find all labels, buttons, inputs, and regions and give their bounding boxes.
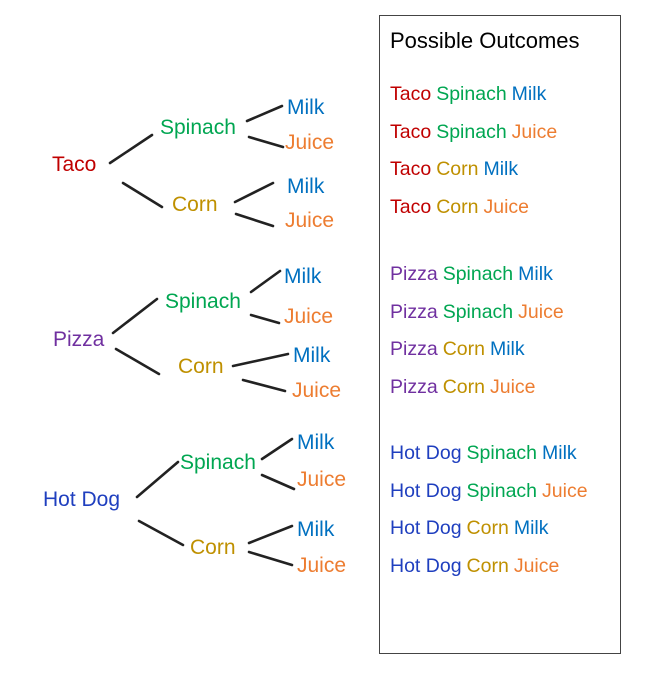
outcome-drink: Juice bbox=[511, 120, 558, 143]
tree-node-pizza-spinach-juice: Juice bbox=[284, 305, 334, 328]
tree-node-hotdog-spinach: Spinach bbox=[180, 451, 256, 474]
outcomes-title: Possible Outcomes bbox=[390, 28, 580, 53]
branch-line-pizza-veg-0 bbox=[249, 269, 282, 294]
outcome-veg: Spinach bbox=[442, 263, 514, 285]
outcome-main: Hot Dog bbox=[390, 479, 462, 502]
branch-line-pizza-0 bbox=[111, 297, 159, 335]
tree-node-hotdog-spinach-milk: Milk bbox=[297, 431, 335, 454]
outcome-veg: Spinach bbox=[436, 120, 507, 143]
outcome-main: Taco bbox=[390, 195, 432, 218]
outcome-drink: Milk bbox=[542, 442, 577, 464]
tree-node-taco-spinach: Spinach bbox=[160, 116, 236, 139]
outcome-drink: Milk bbox=[483, 158, 519, 181]
outcome-veg: Spinach bbox=[436, 83, 507, 105]
branch-line-hotdog-0 bbox=[135, 460, 180, 499]
outcome-drink: Juice bbox=[483, 195, 530, 218]
outcome-main: Hot Dog bbox=[390, 442, 462, 464]
tree-node-taco-corn: Corn bbox=[172, 193, 218, 216]
branch-line-taco-veg-1 bbox=[247, 135, 285, 149]
outcome-main: Pizza bbox=[390, 338, 438, 361]
tree-node-taco-spinach-juice: Juice bbox=[285, 131, 335, 154]
outcome-veg: Corn bbox=[436, 195, 479, 218]
outcome-veg: Corn bbox=[442, 338, 485, 361]
outcome-row: Hot Dog Corn Juice bbox=[390, 555, 559, 578]
outcome-main: Pizza bbox=[390, 375, 438, 398]
outcome-drink: Milk bbox=[513, 517, 549, 540]
branch-line-taco-1 bbox=[121, 181, 164, 209]
tree-node-hotdog-corn: Corn bbox=[190, 536, 236, 559]
outcome-main: Hot Dog bbox=[390, 554, 462, 577]
outcome-drink: Juice bbox=[518, 300, 564, 323]
tree-node-pizza-spinach-milk: Milk bbox=[284, 265, 322, 288]
branch-line-taco-veg-3 bbox=[234, 212, 275, 228]
branch-line-hotdog-veg-2 bbox=[247, 524, 294, 545]
tree-node-hotdog-spinach-juice: Juice bbox=[297, 468, 347, 491]
outcome-drink: Milk bbox=[511, 83, 547, 105]
outcome-row: Taco Corn Juice bbox=[390, 196, 529, 219]
outcome-row: Pizza Spinach Juice bbox=[390, 301, 564, 324]
outcome-row: Taco Spinach Juice bbox=[390, 121, 557, 144]
tree-node-taco-spinach-milk: Milk bbox=[287, 96, 325, 119]
branch-line-hotdog-veg-1 bbox=[260, 473, 296, 491]
outcome-veg: Spinach bbox=[466, 479, 538, 502]
tree-node-pizza-spinach: Spinach bbox=[165, 290, 241, 313]
tree-node-taco-corn-milk: Milk bbox=[287, 175, 325, 198]
outcome-drink: Juice bbox=[513, 554, 560, 577]
tree-node-hotdog: Hot Dog bbox=[43, 488, 121, 511]
tree-node-hotdog-corn-juice: Juice bbox=[297, 554, 347, 577]
branch-line-hotdog-veg-3 bbox=[247, 550, 294, 567]
branch-line-pizza-veg-3 bbox=[241, 378, 287, 393]
outcome-veg: Corn bbox=[436, 158, 479, 181]
tree-node-pizza-corn-juice: Juice bbox=[292, 379, 342, 402]
outcome-row: Taco Corn Milk bbox=[390, 158, 518, 181]
outcome-main: Hot Dog bbox=[390, 517, 462, 540]
outcome-veg: Corn bbox=[442, 375, 485, 398]
outcome-row: Pizza Corn Juice bbox=[390, 376, 536, 399]
outcome-drink: Juice bbox=[489, 375, 536, 398]
branch-line-taco-veg-2 bbox=[233, 181, 275, 204]
branch-line-pizza-1 bbox=[114, 347, 161, 376]
branch-line-taco-0 bbox=[108, 133, 154, 165]
outcome-row: Hot Dog Spinach Milk bbox=[390, 442, 577, 465]
outcome-main: Pizza bbox=[390, 300, 438, 323]
outcome-drink: Juice bbox=[542, 479, 588, 502]
outcome-drink: Milk bbox=[489, 338, 525, 361]
outcome-veg: Corn bbox=[466, 554, 509, 577]
tree-node-pizza-corn-milk: Milk bbox=[293, 344, 331, 367]
outcome-veg: Spinach bbox=[442, 300, 514, 323]
branch-line-hotdog-1 bbox=[137, 519, 185, 547]
outcome-main: Taco bbox=[390, 83, 432, 105]
outcome-row: Pizza Corn Milk bbox=[390, 338, 525, 361]
outcome-veg: Corn bbox=[466, 517, 509, 540]
tree-node-taco: Taco bbox=[52, 153, 97, 176]
branch-line-pizza-veg-1 bbox=[249, 313, 281, 325]
outcome-main: Pizza bbox=[390, 263, 438, 285]
outcome-row: Hot Dog Corn Milk bbox=[390, 517, 549, 540]
outcome-veg: Spinach bbox=[466, 442, 538, 464]
outcome-drink: Milk bbox=[518, 263, 553, 285]
branch-line-hotdog-veg-0 bbox=[260, 437, 294, 461]
outcome-main: Taco bbox=[390, 120, 432, 143]
outcome-row: Pizza Spinach Milk bbox=[390, 263, 553, 286]
outcome-row: Taco Spinach Milk bbox=[390, 83, 546, 106]
tree-node-pizza: Pizza bbox=[53, 328, 105, 351]
branch-line-pizza-veg-2 bbox=[231, 352, 290, 368]
tree-node-pizza-corn: Corn bbox=[178, 355, 224, 378]
tree-node-hotdog-corn-milk: Milk bbox=[297, 518, 335, 541]
branch-line-taco-veg-0 bbox=[245, 104, 284, 123]
possible-outcomes-box: Possible Outcomes Taco Spinach Milk Taco Spi… bbox=[379, 15, 621, 654]
outcome-row: Hot Dog Spinach Juice bbox=[390, 480, 588, 503]
tree-node-taco-corn-juice: Juice bbox=[285, 209, 335, 232]
outcome-main: Taco bbox=[390, 158, 432, 181]
